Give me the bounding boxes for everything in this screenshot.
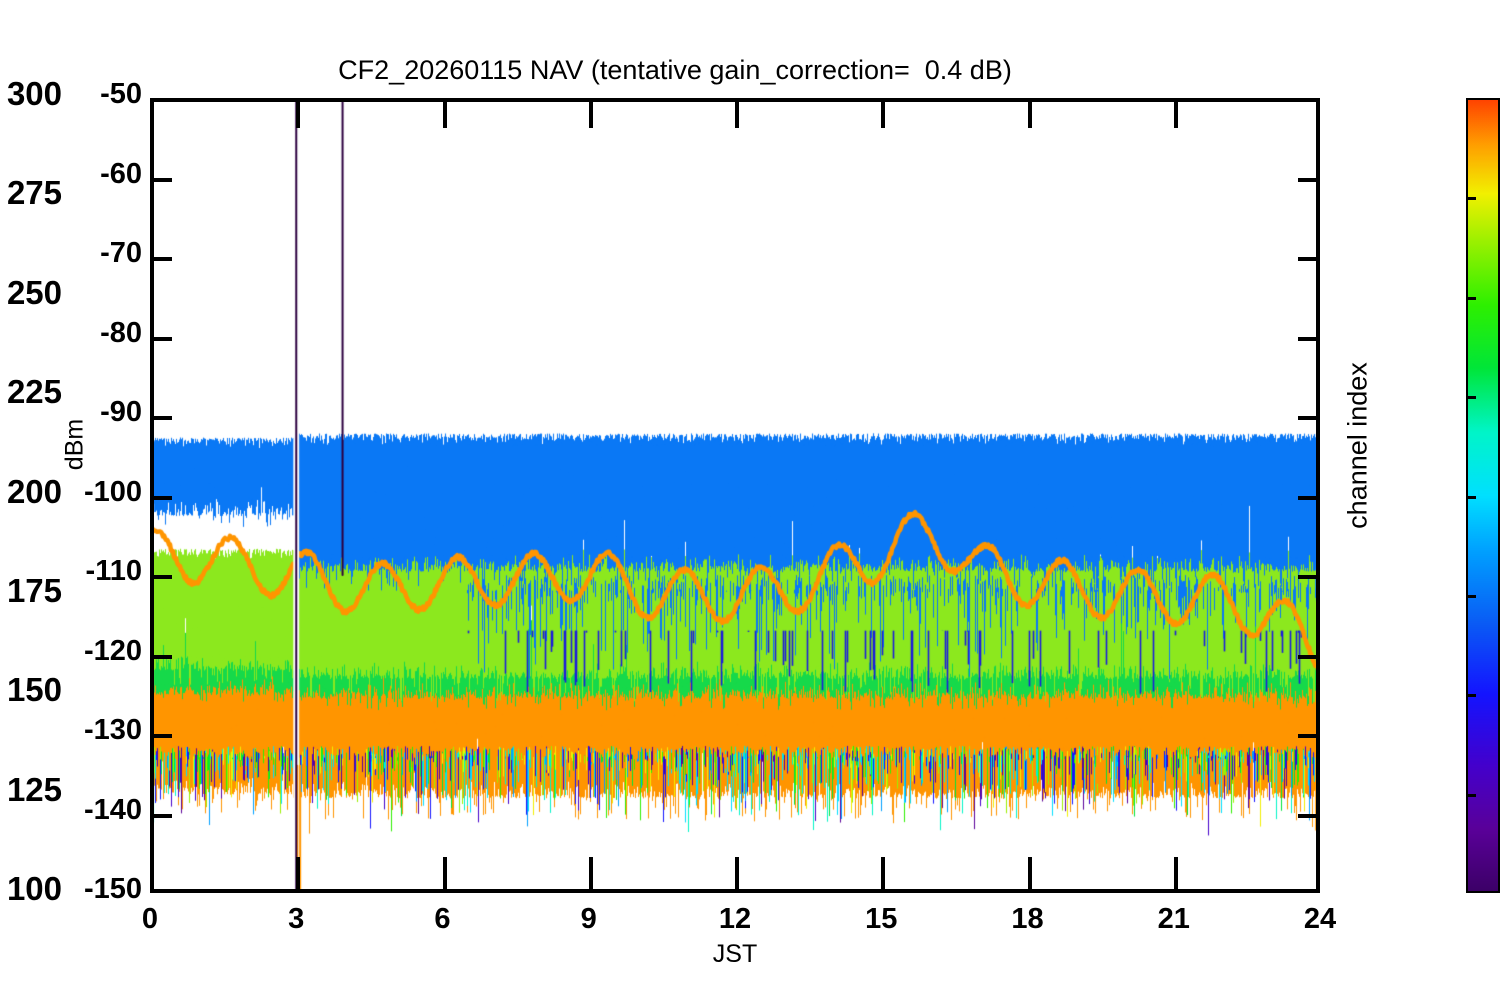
y-tick-mark [150,416,172,420]
x-tick-label: 18 [1011,903,1044,935]
y-tick-mark [150,654,172,659]
y-tick-mark [150,336,172,341]
y-tick-mark-right [1298,575,1320,579]
colorbar-tick-label: 100 [6,870,62,907]
y-tick-mark [150,495,172,500]
x-tick-label: 24 [1303,903,1337,935]
y-tick-mark-right [1298,336,1320,341]
y-tick-mark-right [1298,177,1320,182]
plot-canvas [150,98,1320,893]
colorbar-tick-label: 225 [6,373,62,411]
x-tick-mark [588,857,593,893]
y-tick-label: -90 [100,396,142,428]
x-tick-mark-top [588,98,593,128]
y-tick-mark-right [1298,416,1320,420]
x-tick-mark [442,857,447,893]
colorbar-tick-label: 250 [6,273,62,311]
y-tick-mark [150,177,172,182]
y-tick-label: -150 [83,873,142,905]
x-tick-mark [1027,857,1032,893]
x-tick-mark [1173,857,1178,893]
x-tick-label: 12 [718,903,752,935]
y-tick-label: -140 [83,793,142,826]
y-tick-mark [150,734,172,738]
colorbar-tick-mark [1466,197,1476,201]
y-tick-label: -110 [85,555,142,587]
y-tick-mark-right [1298,734,1320,738]
y-axis-title: dBm [60,418,89,471]
y-tick-mark [150,813,172,818]
x-tick-label: 9 [580,903,597,935]
x-tick-mark-top [1027,98,1032,128]
y-tick-mark [150,257,172,261]
y-tick-mark-right [1298,813,1320,818]
y-tick-mark-right [1298,257,1320,261]
y-tick-label: -70 [100,237,142,269]
y-tick-label: -130 [83,714,142,746]
x-tick-label: 0 [141,903,159,935]
colorbar-tick-mark [1466,396,1476,400]
colorbar-tick-mark [1466,296,1476,300]
x-tick-mark-top [296,98,301,128]
y-tick-label: -80 [100,316,142,349]
colorbar-tick-mark [1466,495,1476,499]
colorbar-tick-mark [1466,793,1476,797]
x-tick-mark-top [442,98,447,128]
y-tick-label: -60 [100,157,142,190]
x-tick-mark [735,857,739,893]
x-tick-label: 3 [288,903,305,935]
colorbar-title: channel index [1342,362,1373,529]
colorbar-tick-label: 125 [6,770,62,808]
x-tick-mark [296,857,301,893]
x-tick-mark-top [735,98,739,128]
colorbar-tick-label: 200 [6,472,62,510]
colorbar-tick-mark [1466,594,1476,598]
x-tick-mark-top [881,98,886,128]
x-tick-mark [881,857,886,893]
x-tick-label: 15 [865,903,898,935]
chart-title: CF2_20260115 NAV (tentative gain_correct… [338,55,1012,85]
y-tick-label: -120 [83,634,142,667]
colorbar-tick-label: 300 [6,75,62,112]
colorbar-tick-label: 175 [6,571,62,609]
colorbar-tick-label: 150 [6,671,62,709]
y-tick-mark-right [1298,654,1320,659]
x-tick-label: 21 [1157,903,1190,935]
x-tick-label: 6 [434,903,451,935]
x-tick-mark-top [1173,98,1178,128]
colorbar-tick-mark [1466,694,1476,698]
y-tick-label: -50 [100,78,142,110]
colorbar-tick-label: 275 [6,174,62,212]
x-axis-title: JST [712,940,758,968]
y-tick-label: -100 [83,475,142,508]
y-tick-mark-right [1298,495,1320,500]
y-tick-mark [150,575,172,579]
